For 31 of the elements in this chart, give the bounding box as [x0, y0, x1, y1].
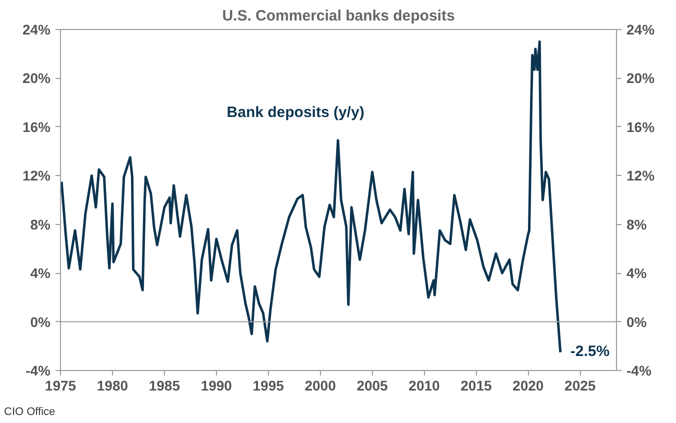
x-tick-label: 2015: [460, 378, 492, 394]
y2-tick-label: 24%: [626, 22, 656, 38]
y-tick-label: 16%: [22, 118, 52, 135]
x-tick-label: 1975: [44, 378, 76, 394]
x-tick-label: 1985: [148, 378, 180, 394]
y-tick-label: 12%: [22, 168, 52, 184]
text: Bank deposits (y/y): [226, 104, 364, 121]
text: CIO Office: [4, 405, 56, 420]
y-tick-label: 0%: [30, 314, 52, 330]
y-tick-label: 8%: [30, 216, 52, 232]
y2-tick-label: 0%: [626, 314, 648, 330]
x-tick-label: 2025: [564, 378, 596, 394]
y-tick-label: -4%: [26, 362, 52, 378]
x-tick-label: 2020: [512, 378, 544, 394]
x-tick-label: 1995: [252, 378, 284, 394]
x-tick-label: 2005: [356, 378, 388, 394]
x-tick-label: 2010: [408, 378, 440, 394]
x-tick-label: 2000: [304, 378, 336, 394]
y2-tick-label: 12%: [626, 168, 656, 184]
y2-tick-label: -4%: [626, 362, 652, 378]
y2-tick-label: 8%: [626, 216, 648, 232]
y-tick-label: 24%: [22, 22, 52, 38]
y-tick-label: 4%: [30, 265, 52, 282]
y2-tick-label: 20%: [626, 70, 656, 86]
x-tick-label: 1980: [96, 378, 128, 394]
annotation: -2.5%: [570, 343, 610, 360]
y2-tick-label: 4%: [626, 265, 648, 282]
chart-title: U.S. Commercial banks deposits: [222, 8, 455, 24]
y2-tick-label: 16%: [626, 118, 656, 135]
x-tick-label: 1990: [200, 378, 232, 394]
y-tick-label: 20%: [22, 70, 52, 86]
